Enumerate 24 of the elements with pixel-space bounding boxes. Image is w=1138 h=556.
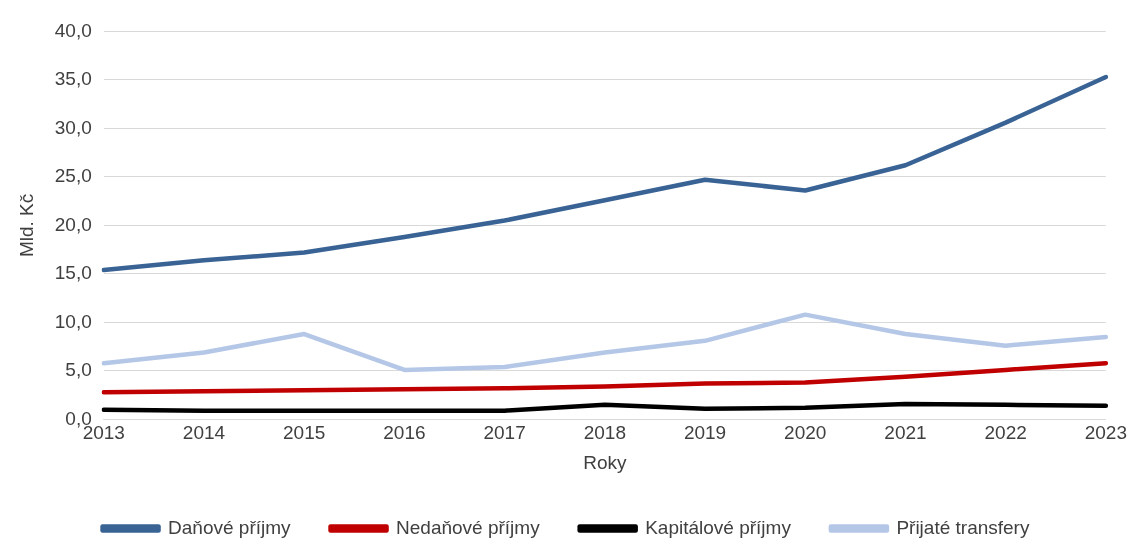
x-tick-label: 2020	[784, 422, 827, 444]
x-tick-label: 2016	[383, 422, 426, 444]
x-tick-label: 2017	[483, 422, 526, 444]
legend-label: Nedaňové příjmy	[396, 516, 541, 538]
y-tick-label: 20,0	[54, 213, 92, 235]
legend-label: Kapitálové příjmy	[645, 516, 792, 538]
y-tick-label: 30,0	[54, 116, 92, 138]
y-tick-label: 35,0	[54, 68, 92, 90]
x-tick-label: 2015	[283, 422, 326, 444]
y-tick-label: 10,0	[54, 310, 92, 332]
y-tick-label: 40,0	[54, 19, 92, 41]
y-tick-label: 15,0	[54, 262, 92, 284]
x-tick-label: 2019	[683, 422, 727, 444]
x-axis-title: Roky	[583, 451, 627, 473]
x-tick-label: 2021	[884, 422, 927, 444]
x-tick-label: 2014	[182, 422, 226, 444]
x-tick-label: 2023	[1084, 422, 1128, 444]
x-tick-label: 2022	[984, 422, 1027, 444]
y-tick-label: 25,0	[54, 165, 92, 187]
y-axis-title: Mld. Kč	[15, 193, 37, 258]
x-tick-label: 2018	[583, 422, 626, 444]
y-tick-label: 5,0	[65, 359, 92, 381]
legend-label: Daňové příjmy	[168, 516, 292, 538]
legend-label: Přijaté transfery	[896, 516, 1030, 538]
